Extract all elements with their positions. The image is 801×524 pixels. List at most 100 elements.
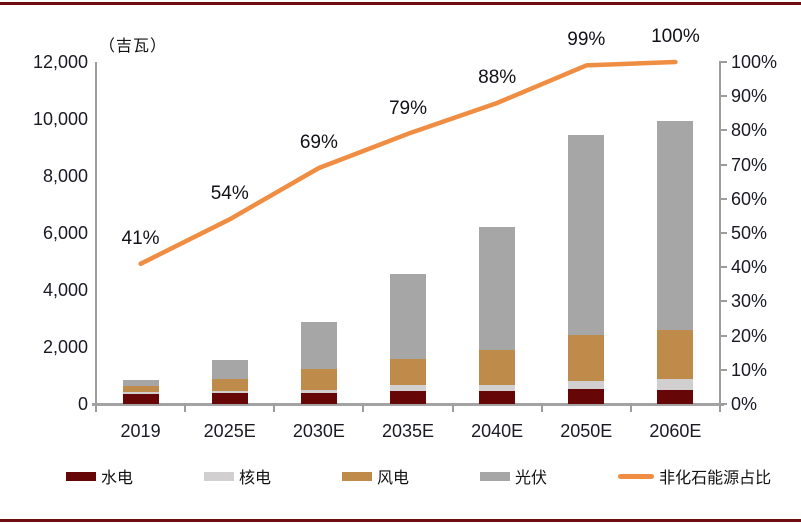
legend-label: 核电	[239, 468, 272, 487]
line-data-label: 88%	[478, 67, 517, 89]
bar-segment-光伏-2040E	[479, 227, 516, 350]
bar-segment-水电-2035E	[390, 391, 426, 404]
legend-color-swatch-icon	[342, 471, 373, 481]
y-axis-left-tick-label: 2,000	[42, 337, 88, 357]
x-axis-line	[92, 403, 724, 406]
y-axis-right-tickmark	[719, 334, 727, 337]
y-axis-right-tickmark	[719, 129, 727, 132]
line-data-label: 100%	[651, 26, 700, 47]
x-axis-tickmark	[540, 404, 543, 412]
legend-item-风电: 风电	[342, 464, 409, 488]
x-axis-tickmark	[362, 404, 365, 412]
line-data-label: 41%	[121, 227, 160, 249]
bar-segment-水电-2050E	[568, 389, 605, 404]
legend-label: 非化石能源占比	[659, 468, 772, 487]
bar-segment-光伏-2019	[122, 380, 159, 387]
bar-segment-水电-2030E	[300, 392, 337, 404]
bar-segment-光伏-2035E	[390, 274, 426, 359]
y-axis-right-tick-label: 40%	[731, 257, 768, 278]
x-axis-category-label: 2025E	[203, 421, 256, 441]
y-axis-right-tickmark	[719, 300, 727, 303]
y-axis-right-tick-label: 90%	[731, 86, 768, 107]
y-axis-right-tickmark	[719, 163, 727, 166]
bar-segment-风电-2035E	[390, 358, 426, 386]
y-axis-left-tick-label: 0	[77, 394, 88, 414]
legend-item-水电: 水电	[66, 464, 133, 488]
legend-line-swatch-icon	[618, 473, 655, 479]
bar-segment-水电-2025E	[211, 393, 248, 404]
top-border-rule	[0, 2, 801, 5]
bar-segment-核电-2019	[122, 392, 159, 394]
y-axis-left-tick-label: 8,000	[42, 166, 88, 186]
y-axis-right-tickmark	[719, 95, 727, 98]
trend-line	[138, 59, 678, 267]
bar-segment-核电-2025E	[211, 391, 248, 394]
bar-segment-核电-2060E	[657, 378, 694, 390]
y-axis-right-tick-label: 100%	[731, 52, 778, 72]
x-axis-tickmark	[719, 404, 721, 412]
legend-color-swatch-icon	[66, 471, 96, 481]
x-axis-tickmark	[95, 404, 97, 412]
y-axis-right-tickmark	[719, 61, 727, 63]
bottom-border-rule	[0, 519, 801, 522]
x-axis-category-label: 2019	[120, 421, 161, 441]
x-axis-category-label: 2060E	[649, 421, 702, 441]
y-axis-right-tick-label: 70%	[731, 154, 768, 175]
y-axis-left-tick-label: 12,000	[32, 52, 88, 72]
y-axis-left-tick-label: 6,000	[42, 223, 88, 243]
y-axis-right-tickmark	[719, 266, 727, 269]
y-axis-unit-label: （吉瓦）	[99, 36, 168, 55]
y-axis-right-tick-label: 50%	[731, 223, 768, 243]
y-axis-right-tick-label: 60%	[731, 188, 768, 209]
x-axis-tickmark	[184, 404, 187, 412]
bar-segment-水电-2060E	[657, 389, 694, 404]
y-axis-right-tick-label: 30%	[731, 291, 768, 312]
bar-segment-风电-2040E	[479, 349, 516, 385]
bar-segment-核电-2050E	[568, 380, 605, 390]
y-axis-right-tickmark	[719, 403, 727, 405]
bar-segment-光伏-2025E	[211, 360, 248, 379]
x-axis-category-label: 2035E	[381, 421, 435, 441]
bar-segment-风电-2060E	[657, 330, 694, 379]
bar-segment-核电-2030E	[300, 389, 337, 393]
x-axis-category-label: 2040E	[471, 421, 524, 441]
legend-item-光伏: 光伏	[480, 464, 547, 488]
line-data-label: 79%	[388, 97, 428, 119]
legend-label: 风电	[377, 468, 410, 487]
legend-item-核电: 核电	[204, 464, 271, 488]
bar-segment-光伏-2050E	[568, 134, 605, 335]
y-axis-right-tickmark	[719, 197, 727, 200]
line-data-label: 54%	[210, 183, 249, 205]
bar-segment-风电-2050E	[568, 334, 605, 381]
line-data-label: 99%	[567, 29, 606, 51]
bar-segment-光伏-2060E	[657, 120, 694, 331]
y-axis-right-tick-label: 0%	[731, 394, 758, 414]
y-axis-left-tick-label: 10,000	[32, 109, 88, 129]
x-axis-tickmark	[451, 404, 454, 412]
legend-label: 水电	[101, 468, 134, 487]
bar-segment-光伏-2030E	[300, 322, 337, 370]
x-axis-tickmark	[273, 404, 276, 412]
y-axis-right-tick-label: 80%	[731, 120, 768, 141]
y-axis-right-tickmark	[719, 368, 727, 371]
line-data-label: 69%	[299, 132, 338, 154]
legend: 水电 核电 风电 光伏 非化石能源占比	[66, 464, 771, 488]
bar-segment-风电-2025E	[211, 378, 248, 392]
bar-segment-核电-2040E	[479, 384, 516, 391]
x-axis-category-label: 2050E	[560, 421, 613, 441]
y-axis-left-tick-label: 4,000	[42, 280, 88, 300]
legend-item-非化石能源占比: 非化石能源占比	[618, 464, 771, 488]
y-axis-left-line	[95, 62, 97, 412]
y-axis-right-tick-label: 10%	[731, 359, 768, 380]
x-axis-category-label: 2030E	[292, 421, 345, 441]
bar-segment-水电-2040E	[479, 390, 516, 404]
bar-segment-水电-2019	[122, 393, 159, 404]
legend-label: 光伏	[515, 468, 548, 487]
y-axis-right-tick-label: 20%	[731, 325, 768, 346]
bar-segment-风电-2019	[122, 386, 159, 393]
bar-segment-风电-2030E	[300, 369, 337, 390]
legend-color-swatch-icon	[204, 471, 235, 481]
x-axis-tickmark	[629, 404, 632, 412]
